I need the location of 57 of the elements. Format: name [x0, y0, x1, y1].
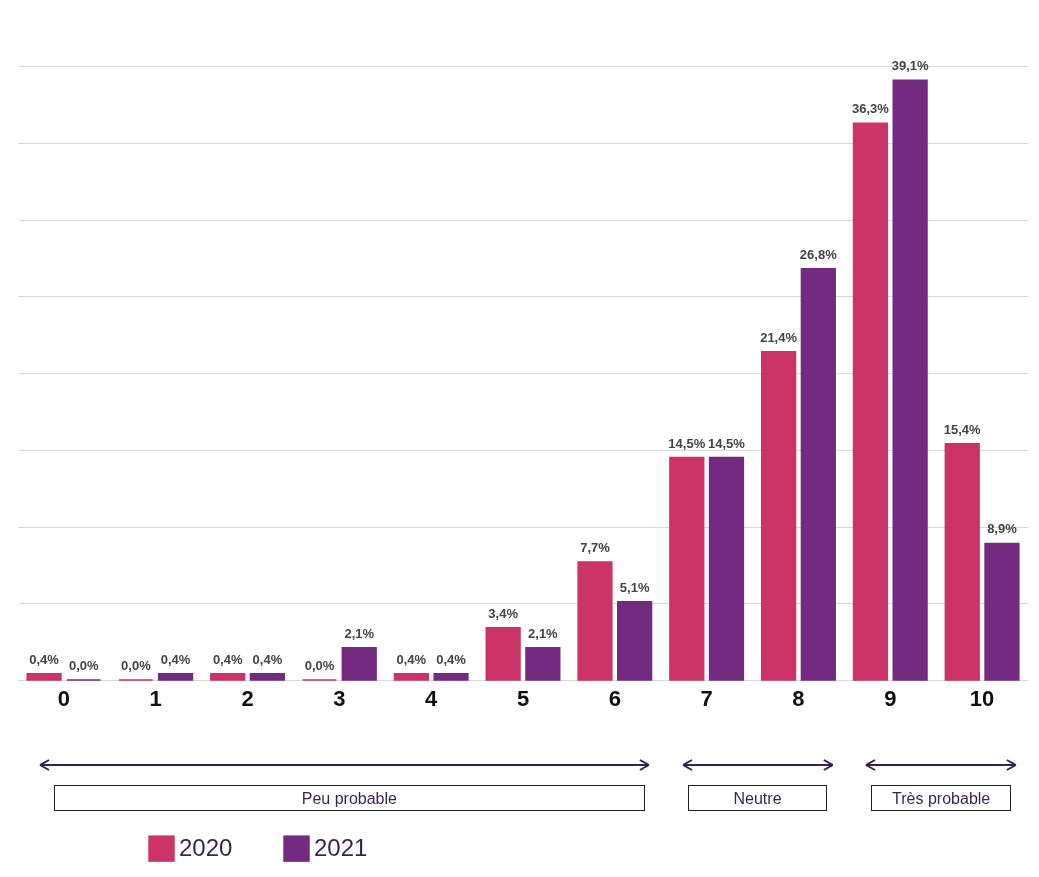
- bar: [341, 647, 377, 681]
- data-label: 21,4%: [760, 329, 798, 345]
- data-label: 0,4%: [160, 651, 191, 667]
- x-tick-label: 6: [608, 685, 621, 711]
- x-tick-label: 9: [884, 685, 897, 711]
- x-tick-label: 4: [425, 685, 439, 711]
- bar: [433, 673, 469, 681]
- data-label: 0,4%: [396, 651, 427, 667]
- bar: [393, 673, 429, 681]
- data-label: 0,4%: [252, 651, 283, 667]
- bar: [249, 673, 286, 681]
- data-label: 36,3%: [851, 101, 890, 117]
- data-label: 0,4%: [212, 651, 243, 667]
- x-tick-label: 7: [700, 685, 713, 711]
- x-tick-label: 1: [149, 685, 162, 711]
- x-tick-label: 0: [57, 685, 71, 711]
- bar: [852, 122, 889, 681]
- legend-label: 2021: [314, 833, 368, 861]
- bar: [984, 542, 1020, 681]
- data-label: 5,1%: [619, 579, 650, 595]
- bar: [760, 350, 797, 681]
- data-label: 2,1%: [528, 625, 559, 641]
- x-tick-label: 10: [969, 685, 995, 711]
- bar: [892, 79, 928, 681]
- data-label: 39,1%: [891, 58, 929, 74]
- bar: [485, 627, 521, 681]
- bar: [669, 456, 705, 681]
- bar: [577, 561, 613, 681]
- data-label: 2,1%: [344, 625, 375, 641]
- legend-label: 2020: [179, 833, 233, 861]
- text: Peu probable: [53, 785, 645, 811]
- bar: [800, 268, 836, 681]
- data-label: 7,7%: [580, 539, 611, 555]
- text: Très probable: [871, 785, 1012, 811]
- data-label: 26,8%: [799, 246, 838, 262]
- bar: [525, 647, 561, 681]
- data-label: 0,4%: [29, 651, 60, 667]
- x-tick-label: 2: [241, 685, 254, 711]
- bar: [210, 673, 246, 681]
- data-label: 0,0%: [121, 658, 152, 673]
- bar: [157, 673, 194, 681]
- bar: [26, 673, 62, 681]
- data-label: 0,0%: [68, 658, 100, 673]
- data-label: 14,5%: [708, 435, 746, 451]
- data-label: 8,9%: [987, 521, 1018, 537]
- x-tick-label: 3: [333, 685, 346, 711]
- bar: [708, 456, 745, 681]
- x-tick-label: 5: [516, 685, 530, 711]
- x-tick-label: 8: [792, 685, 805, 711]
- data-label: 14,5%: [668, 435, 706, 451]
- text: Neutre: [687, 785, 828, 811]
- bar: [944, 443, 980, 681]
- data-label: 15,4%: [943, 421, 982, 437]
- bar: [617, 601, 653, 681]
- data-label: 0,4%: [436, 651, 467, 667]
- data-label: 3,4%: [488, 605, 519, 621]
- data-label: 0,0%: [304, 658, 335, 673]
